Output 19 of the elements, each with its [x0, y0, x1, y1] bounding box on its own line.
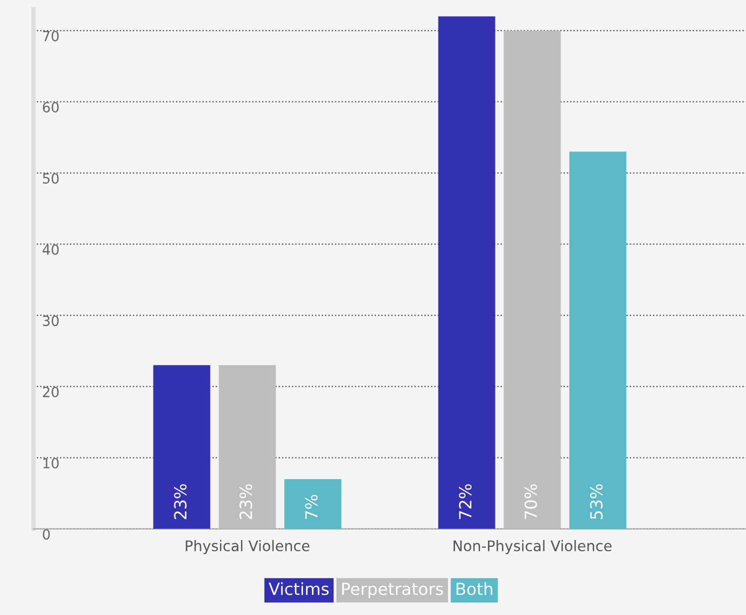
- y-tick-label: 20: [42, 386, 59, 398]
- data-label: 53%: [590, 484, 603, 520]
- y-tick-label: 60: [42, 102, 59, 113]
- y-tick-label: 70: [43, 30, 59, 42]
- y-tick-label: 50: [42, 173, 59, 184]
- text: Both: [456, 582, 492, 596]
- y-tick-label: 0: [42, 529, 50, 540]
- y-tick-label: 30: [42, 316, 59, 326]
- text: Perpetrators: [342, 582, 444, 598]
- data-label: 23%: [240, 484, 252, 520]
- text: Victims: [268, 582, 329, 596]
- data-label: 23%: [174, 484, 187, 520]
- data-label: 70%: [524, 484, 538, 519]
- y-tick-label: 40: [42, 244, 59, 255]
- data-label: 72%: [458, 484, 472, 519]
- y-tick-label: 10: [43, 458, 59, 468]
- data-label: 7%: [305, 494, 318, 519]
- x-tick-label: Non-Physical Violence: [454, 540, 612, 554]
- x-tick-label: Physical Violence: [186, 540, 310, 554]
